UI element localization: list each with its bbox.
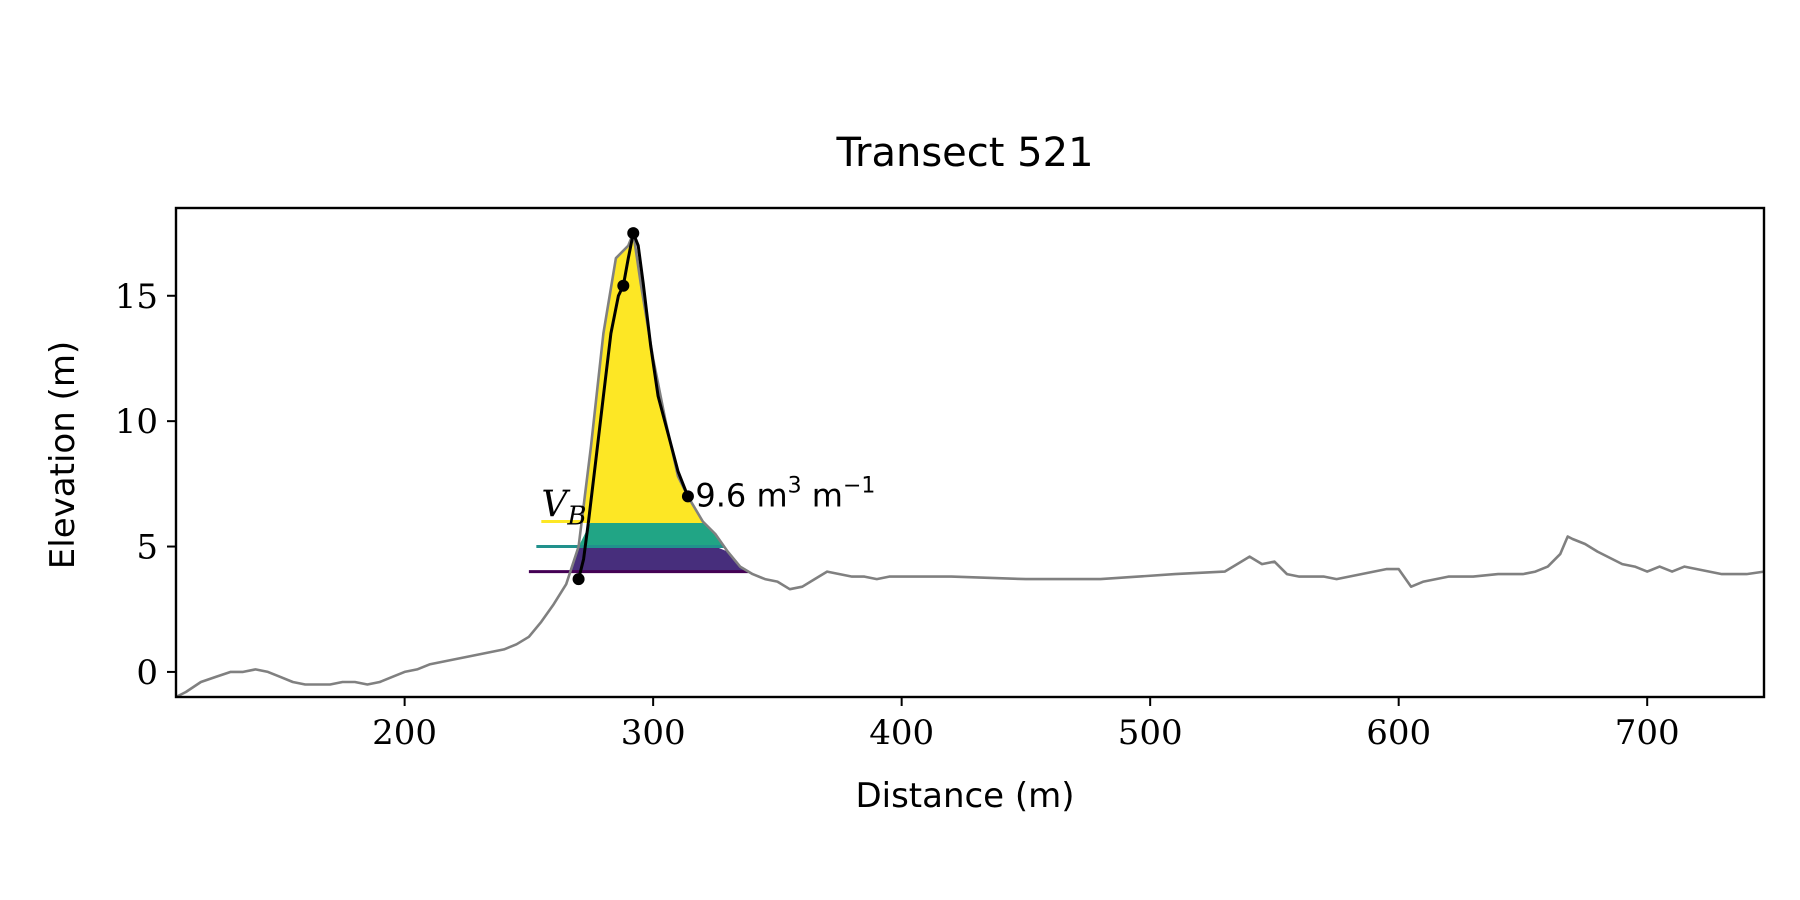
y-tick-label-0: 0 bbox=[136, 653, 158, 693]
y-tick-label-15: 15 bbox=[115, 277, 158, 317]
dune-point-0 bbox=[572, 573, 585, 586]
x-axis-label: Distance (m) bbox=[855, 776, 1074, 816]
volume-band-upper bbox=[581, 233, 703, 522]
axes-frame bbox=[174, 206, 1766, 699]
volume-band-middle bbox=[578, 521, 725, 547]
profile-line bbox=[175, 231, 1765, 699]
dune-point-1 bbox=[617, 279, 630, 292]
dune-point-3 bbox=[681, 490, 694, 503]
x-tick-label-400: 400 bbox=[869, 713, 934, 753]
volume-band-lower bbox=[570, 546, 749, 572]
y-axis-label: Elevation (m) bbox=[43, 341, 83, 569]
x-tick-label-500: 500 bbox=[1118, 713, 1183, 753]
y-tick-label-10: 10 bbox=[115, 402, 158, 442]
dune-outline bbox=[577, 231, 690, 580]
x-tick-label-600: 600 bbox=[1366, 713, 1431, 753]
dune-point-2 bbox=[627, 227, 640, 240]
vb-label: VB bbox=[541, 484, 586, 531]
x-tick-label-200: 200 bbox=[372, 713, 437, 753]
chart-title: Transect 521 bbox=[835, 130, 1093, 176]
x-tick-label-700: 700 bbox=[1615, 713, 1680, 753]
y-tick-label-5: 5 bbox=[136, 528, 158, 568]
x-tick-label-300: 300 bbox=[621, 713, 686, 753]
volume-label: 9.6 m3 m−1 bbox=[695, 473, 875, 514]
plot-area: VB 9.6 m3 m−1 200 300 400 500 600 700 0 5 10 15 bbox=[115, 206, 1766, 753]
